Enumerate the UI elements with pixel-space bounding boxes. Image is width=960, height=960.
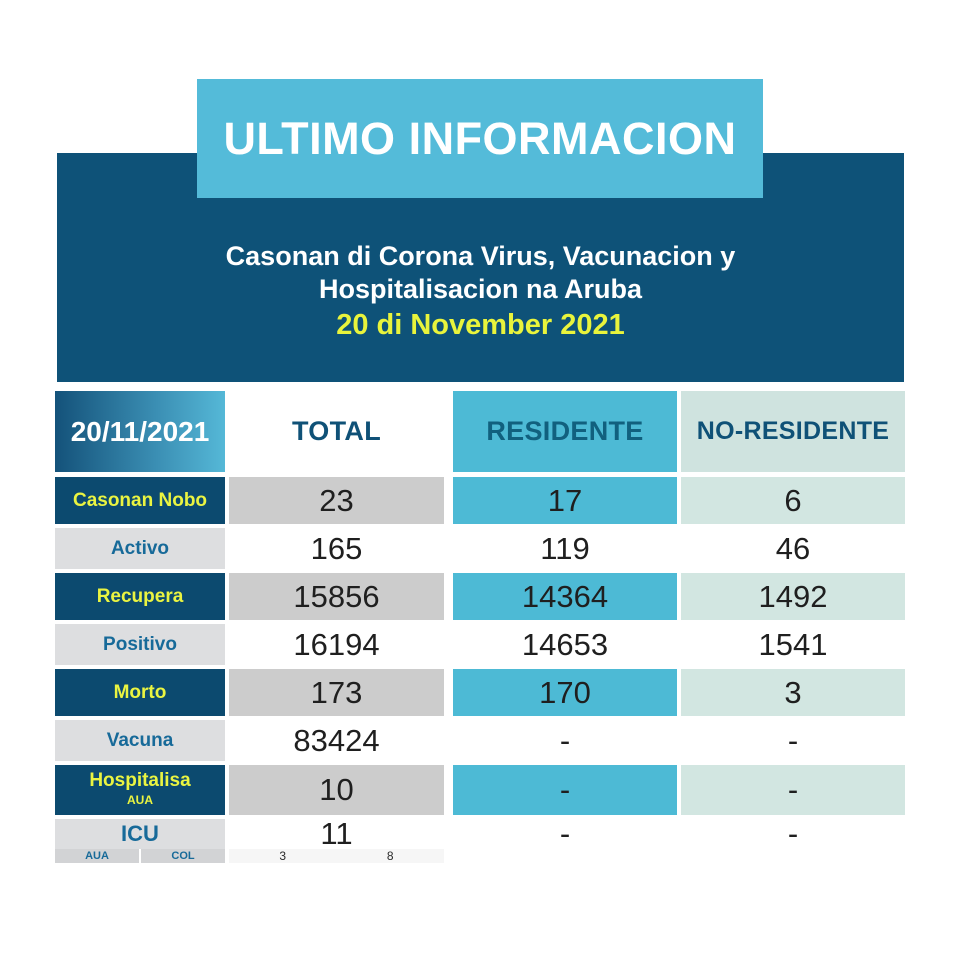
row-sublabel: AUA xyxy=(127,792,153,807)
total-value: 23 xyxy=(229,477,444,524)
residente-value: - xyxy=(453,720,677,761)
table-header-row: 20/11/2021 TOTAL RESIDENTE NO-RESIDENTE xyxy=(55,391,905,472)
table-row-vacuna: Vacuna 83424 - - xyxy=(55,720,905,761)
table-row-casonan-nobo: Casonan Nobo 23 17 6 xyxy=(55,477,905,524)
row-label-main: Hospitalisa xyxy=(89,769,191,791)
no-residente-value: 46 xyxy=(681,528,905,569)
table-row-activo: Activo 165 119 46 xyxy=(55,528,905,569)
row-label: Positivo xyxy=(55,624,225,665)
subtitle-line-2: Hospitalisacion na Aruba xyxy=(318,274,643,304)
residente-value: 14653 xyxy=(453,624,677,665)
page-title: ULTIMO INFORMACION xyxy=(223,112,737,164)
row-label: Hospitalisa AUA xyxy=(55,765,225,815)
residente-value: 119 xyxy=(453,528,677,569)
residente-value: 14364 xyxy=(453,573,677,620)
row-label: Morto xyxy=(55,669,225,716)
icu-breakdown-row: AUA COL 3 8 xyxy=(55,849,905,863)
no-residente-value: 3 xyxy=(681,669,905,716)
total-value: 173 xyxy=(229,669,444,716)
column-header-residente: RESIDENTE xyxy=(453,391,677,472)
report-date: 20 di November 2021 xyxy=(336,309,625,341)
icu-aua-value: 3 xyxy=(279,849,287,863)
table-row-morto: Morto 173 170 3 xyxy=(55,669,905,716)
table-row-icu: ICU 11 - - xyxy=(55,816,905,851)
no-residente-value: 6 xyxy=(681,477,905,524)
total-value: 10 xyxy=(229,765,444,815)
residente-value: - xyxy=(453,816,677,851)
icu-col-value: 8 xyxy=(386,849,394,863)
no-residente-value: 1541 xyxy=(681,624,905,665)
table-row-positivo: Positivo 16194 14653 1541 xyxy=(55,624,905,665)
icu-breakdown-label-col: COL xyxy=(141,849,225,863)
date-header-cell: 20/11/2021 xyxy=(55,391,225,472)
subtitle-line-1: Casonan di Corona Virus, Vacunacion y xyxy=(225,241,736,271)
no-residente-value: - xyxy=(681,720,905,761)
row-label: Recupera xyxy=(55,573,225,620)
total-value: 11 xyxy=(229,816,444,851)
table-row-recupera: Recupera 15856 14364 1492 xyxy=(55,573,905,620)
total-value: 15856 xyxy=(229,573,444,620)
no-residente-value: - xyxy=(681,816,905,851)
row-label: Casonan Nobo xyxy=(55,477,225,524)
icu-breakdown-label-aua: AUA xyxy=(55,849,139,863)
residente-value: 170 xyxy=(453,669,677,716)
total-value: 16194 xyxy=(229,624,444,665)
no-residente-value: 1492 xyxy=(681,573,905,620)
residente-value: - xyxy=(453,765,677,815)
table-row-hospitalisa: Hospitalisa AUA 10 - - xyxy=(55,765,905,815)
column-header-total: TOTAL xyxy=(292,416,381,446)
column-header-no-residente: NO-RESIDENTE xyxy=(681,391,905,472)
total-value: 83424 xyxy=(229,720,444,761)
no-residente-value: - xyxy=(681,765,905,815)
residente-value: 17 xyxy=(453,477,677,524)
row-label: Activo xyxy=(55,528,225,569)
covid-stats-table: 20/11/2021 TOTAL RESIDENTE NO-RESIDENTE … xyxy=(55,391,905,863)
title-banner: ULTIMO INFORMACION xyxy=(197,79,763,198)
total-value: 165 xyxy=(229,528,444,569)
icu-breakdown-values: 3 8 xyxy=(229,849,444,863)
row-label: Vacuna xyxy=(55,720,225,761)
row-label: ICU xyxy=(55,819,225,849)
